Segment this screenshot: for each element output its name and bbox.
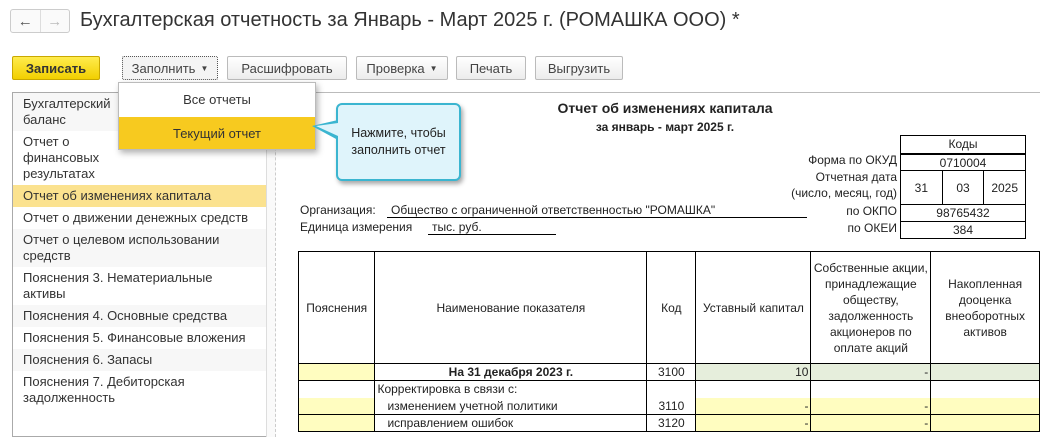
value-cell[interactable]: - (695, 397, 812, 415)
org-field[interactable]: Общество с ограниченной ответственностью… (387, 203, 807, 218)
check-button[interactable]: Проверка ▼ (356, 56, 448, 80)
okud-label: Форма по ОКУД (808, 153, 897, 167)
window-title: Бухгалтерская отчетность за Январь - Мар… (80, 9, 740, 31)
codes-box: Коды 0710004 31 03 2025 98765432 384 (900, 135, 1026, 239)
report-list: Бухгалтерский баланс Отчет о финансовых … (12, 92, 267, 437)
sidebar-item[interactable]: Пояснения 6. Запасы (13, 349, 267, 371)
code-cell: 3120 (646, 414, 697, 432)
value-cell[interactable]: - (810, 397, 932, 415)
sidebar-item-label: Отчет о финансовых результатах (23, 134, 100, 181)
codes-header: Коды (948, 137, 978, 151)
okpo-label: по ОКПО (846, 204, 897, 218)
splitter[interactable] (266, 92, 276, 437)
chevron-down-icon: ▼ (200, 63, 209, 73)
col-notes: Пояснения (297, 251, 376, 364)
callout-pointer-fill (316, 123, 338, 136)
callout-text: Нажмите, чтобы заполнить отчет (351, 126, 446, 157)
indicator-cell: На 31 декабря 2023 г. (374, 363, 648, 381)
col-own-shares: Собственные акции, принадлежащие обществ… (810, 251, 932, 364)
col-indicator: Наименование показателя (374, 251, 648, 364)
col-revaluation: Накопленная дооценка внеоборотных активо… (930, 251, 1040, 364)
value-cell[interactable]: - (695, 414, 812, 432)
indicator-cell: исправлением ошибок (374, 414, 648, 432)
fill-button[interactable]: Заполнить ▼ (122, 56, 218, 80)
org-label: Организация: (300, 203, 376, 217)
value-cell (930, 380, 1040, 398)
code-cell: 3100 (646, 363, 697, 381)
indicator-cell: изменением учетной политики (374, 397, 648, 415)
print-button[interactable]: Печать (456, 56, 526, 80)
value-cell[interactable]: - (810, 414, 932, 432)
notes-cell (297, 380, 376, 398)
navigation-buttons: ← → (10, 9, 70, 33)
value-cell (695, 380, 812, 398)
okpo-value[interactable]: 98765432 (901, 204, 1025, 221)
value-cell[interactable] (930, 363, 1040, 381)
capital-changes-table: Пояснения Наименование показателя Код Ус… (297, 251, 1040, 432)
unit-label: Единица измерения (300, 220, 413, 234)
date-month[interactable]: 03 (941, 171, 984, 204)
decode-button[interactable]: Расшифровать (227, 56, 347, 80)
okei-label: по ОКЕИ (847, 221, 897, 235)
menu-item-current-report[interactable]: Текущий отчет (119, 117, 315, 149)
export-button[interactable]: Выгрузить (535, 56, 623, 80)
report-period: за январь - март 2025 г. (595, 120, 735, 134)
indicator-cell: Корректировка в связи с: (374, 380, 648, 398)
sidebar-item[interactable]: Пояснения 3. Нематериальные активы (13, 267, 267, 305)
forward-button[interactable]: → (39, 10, 70, 32)
date-year[interactable]: 2025 (983, 171, 1025, 204)
notes-cell[interactable] (297, 363, 376, 381)
sidebar-item[interactable]: Отчет о целевом использовании средств (13, 229, 267, 267)
date-format-label: (число, месяц, год) (791, 186, 897, 200)
tooltip-callout: Нажмите, чтобы заполнить отчет (336, 103, 461, 181)
table-row: исправлением ошибок 3120 - - (297, 414, 1040, 432)
okei-value[interactable]: 384 (901, 221, 1025, 238)
value-cell (810, 380, 932, 398)
value-cell[interactable]: 10 (695, 363, 812, 381)
table-row: Корректировка в связи с: (297, 380, 1040, 398)
chevron-down-icon: ▼ (429, 63, 438, 73)
code-cell (646, 380, 697, 398)
value-cell[interactable]: - (810, 363, 932, 381)
sidebar-item-selected[interactable]: Отчет об изменениях капитала (13, 185, 267, 207)
sidebar-item[interactable]: Пояснения 5. Финансовые вложения (13, 327, 267, 349)
check-label: Проверка (366, 60, 425, 76)
divider (278, 92, 1040, 93)
table-row: На 31 декабря 2023 г. 3100 10 - (297, 363, 1040, 381)
value-cell[interactable] (930, 397, 1040, 415)
col-code: Код (646, 251, 697, 364)
sidebar-item-label: Бухгалтерский баланс (23, 96, 111, 127)
col-charter-capital: Уставный капитал (695, 251, 812, 364)
code-cell: 3110 (646, 397, 697, 415)
sidebar-item[interactable]: Отчет о движении денежных средств (13, 207, 267, 229)
value-cell[interactable] (930, 414, 1040, 432)
fill-label: Заполнить (131, 60, 196, 76)
back-button[interactable]: ← (17, 12, 33, 30)
table-header-row: Пояснения Наименование показателя Код Ус… (297, 251, 1040, 364)
unit-field[interactable]: тыс. руб. (428, 220, 556, 235)
fill-dropdown-menu: Все отчеты Текущий отчет (118, 82, 316, 150)
save-button[interactable]: Записать (12, 56, 100, 80)
date-day[interactable]: 31 (914, 181, 929, 195)
date-label: Отчетная дата (815, 170, 897, 184)
report-title: Отчет об изменениях капитала (557, 100, 773, 116)
notes-cell[interactable] (297, 397, 376, 415)
sidebar-item[interactable]: Пояснения 4. Основные средства (13, 305, 267, 327)
notes-cell[interactable] (297, 414, 376, 432)
table-row: изменением учетной политики 3110 - - (297, 397, 1040, 415)
menu-item-all-reports[interactable]: Все отчеты (183, 91, 251, 107)
report-date: 31 03 2025 (901, 170, 1025, 204)
okud-value[interactable]: 0710004 (901, 153, 1025, 170)
sidebar-item[interactable]: Пояснения 7. Дебиторская задолженность (13, 371, 267, 409)
